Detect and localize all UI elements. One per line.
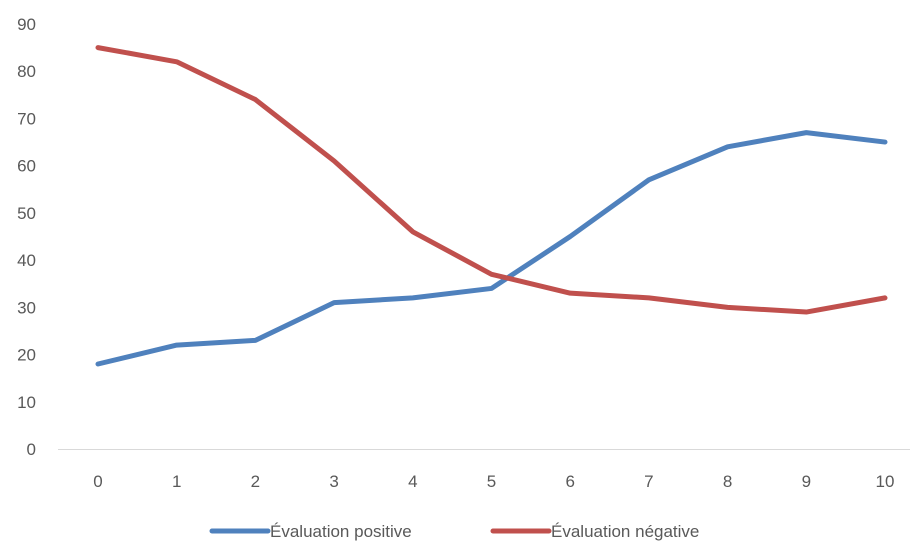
y-tick-label: 50 — [17, 204, 36, 223]
legend: Évaluation positive Évaluation négative — [209, 522, 699, 541]
series-line-negative — [95, 45, 888, 315]
legend-label: Évaluation positive — [270, 522, 412, 541]
x-axis-tick-labels: 0 1 2 3 4 5 6 7 8 9 10 — [93, 472, 894, 491]
y-tick-label: 10 — [17, 393, 36, 412]
y-tick-label: 80 — [17, 62, 36, 81]
x-tick-label: 6 — [565, 472, 574, 491]
y-tick-label: 90 — [17, 15, 36, 34]
x-tick-label: 0 — [93, 472, 102, 491]
x-tick-label: 9 — [802, 472, 811, 491]
y-tick-label: 30 — [17, 298, 36, 317]
x-tick-label: 3 — [329, 472, 338, 491]
series-lines — [95, 45, 888, 367]
series-line-positive — [95, 130, 888, 367]
y-tick-label: 0 — [27, 440, 36, 459]
y-tick-label: 20 — [17, 346, 36, 365]
x-tick-label: 7 — [644, 472, 653, 491]
y-tick-label: 60 — [17, 157, 36, 176]
legend-label: Évaluation négative — [551, 522, 699, 541]
y-tick-label: 70 — [17, 109, 36, 128]
x-tick-label: 4 — [408, 472, 417, 491]
x-tick-label: 5 — [487, 472, 496, 491]
x-tick-label: 8 — [723, 472, 732, 491]
y-axis-tick-labels: 0 10 20 30 40 50 60 70 80 90 — [17, 15, 36, 459]
y-tick-label: 40 — [17, 251, 36, 270]
x-tick-label: 2 — [251, 472, 260, 491]
x-tick-label: 1 — [172, 472, 181, 491]
x-tick-label: 10 — [876, 472, 895, 491]
